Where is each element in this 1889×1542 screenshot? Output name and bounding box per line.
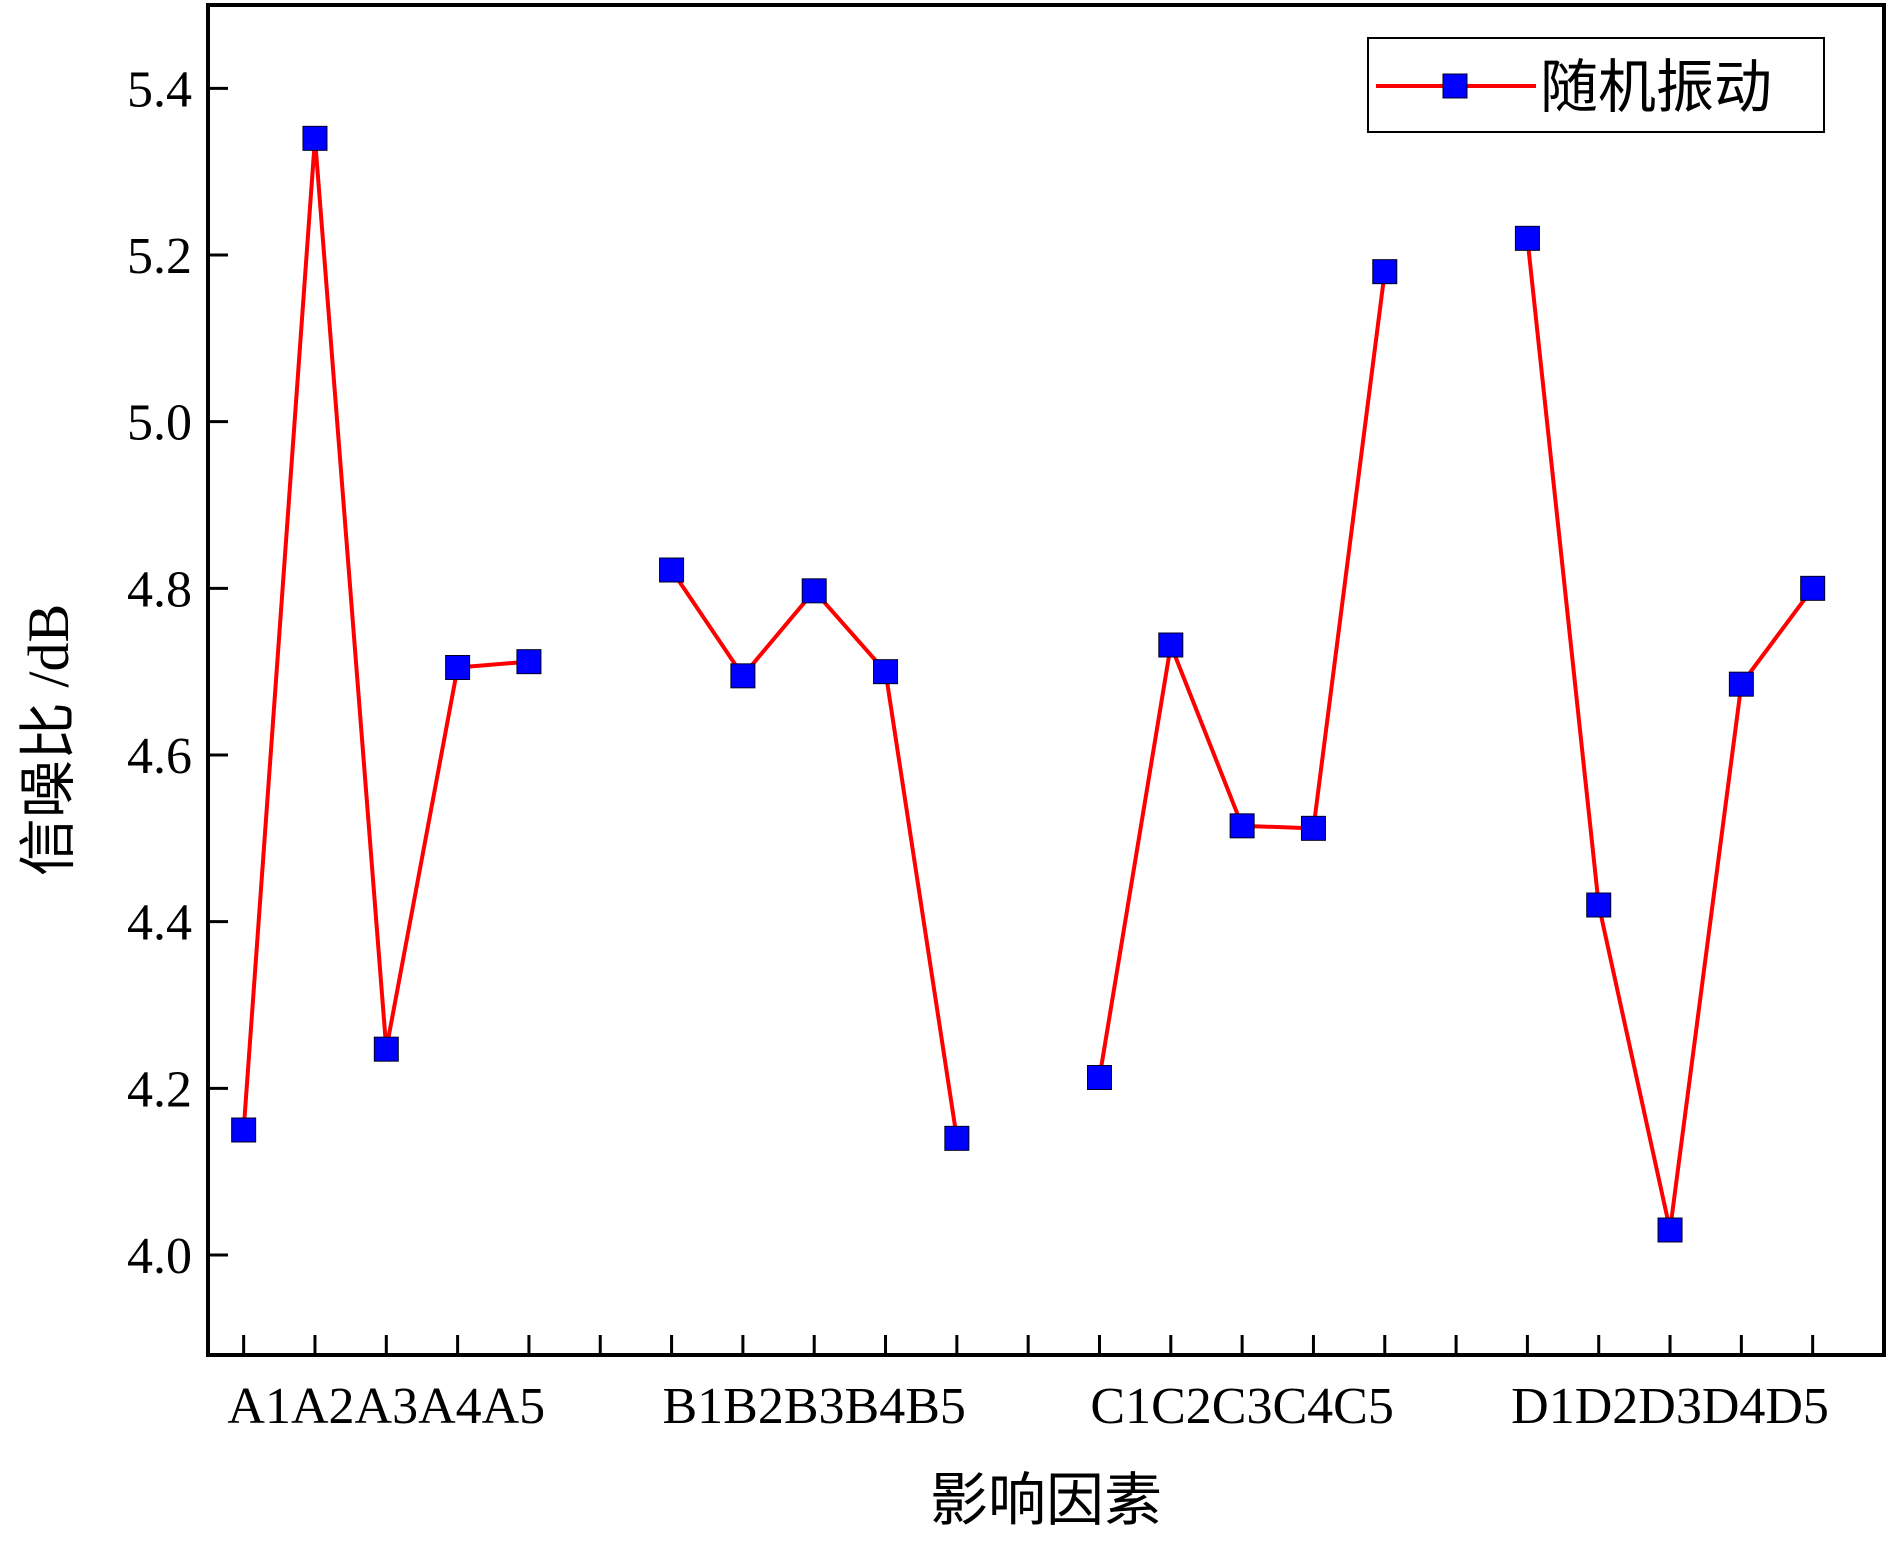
y-tick-label: 5.4 xyxy=(127,61,192,118)
y-axis: 4.0 4.2 4.4 4.6 4.8 5.0 5.2 5.4 xyxy=(127,61,228,1285)
data-point-marker xyxy=(231,1117,257,1143)
data-point-marker xyxy=(1800,575,1826,601)
data-point-marker xyxy=(730,663,756,689)
data-point-marker xyxy=(1728,671,1754,697)
data-point-marker xyxy=(659,557,685,583)
data-point-marker xyxy=(1086,1065,1112,1090)
y-tick-label: 4.2 xyxy=(127,1061,192,1118)
data-point-marker xyxy=(1657,1217,1683,1243)
data-point-marker xyxy=(1300,815,1326,841)
y-axis-title: 信噪比 /dB xyxy=(16,604,81,876)
data-point-marker xyxy=(873,659,899,685)
data-point-marker xyxy=(1372,259,1398,285)
series-line-segment xyxy=(241,136,530,1131)
data-point-marker xyxy=(1158,632,1184,658)
series-line-segment xyxy=(1097,271,1387,1078)
data-point-marker xyxy=(1514,225,1540,251)
x-tick-label: C1C2C3C4C5 xyxy=(1090,1378,1393,1435)
data-point-marker xyxy=(801,578,827,604)
y-tick-label: 4.4 xyxy=(127,895,192,952)
y-tick-label: 4.6 xyxy=(127,728,192,785)
y-tick-label: 5.2 xyxy=(127,228,192,285)
data-point-marker xyxy=(373,1036,399,1062)
data-point-marker xyxy=(1586,892,1612,918)
x-axis: A1A2A3A4A5 B1B2B3B4B5 C1C2C3C4C5 D1D2D3D4D5 xyxy=(227,1335,1886,1435)
y-tick-label: 4.8 xyxy=(127,561,192,618)
y-tick-label: 4.0 xyxy=(127,1228,192,1285)
data-point-marker xyxy=(1229,813,1255,839)
series-line-segment xyxy=(669,568,959,1139)
legend-label: 随机振动 xyxy=(1540,55,1772,120)
x-axis-title: 影响因素 xyxy=(930,1468,1162,1533)
legend: 随机振动 xyxy=(1367,37,1825,133)
y-tick-label: 5.0 xyxy=(127,395,192,452)
legend-marker-sample xyxy=(1442,73,1468,99)
data-point-marker xyxy=(302,125,328,151)
x-tick-label: A1A2A3A4A5 xyxy=(227,1378,545,1435)
data-point-marker xyxy=(516,649,542,675)
data-point-marker xyxy=(944,1125,970,1151)
series-layer xyxy=(231,125,1826,1243)
data-point-marker xyxy=(445,655,471,680)
plot-frame xyxy=(206,3,1886,1357)
x-tick-label: D1D2D3D4D5 xyxy=(1511,1378,1829,1435)
series-line-segment xyxy=(1525,238,1815,1232)
x-tick-label: B1B2B3B4B5 xyxy=(663,1378,966,1435)
